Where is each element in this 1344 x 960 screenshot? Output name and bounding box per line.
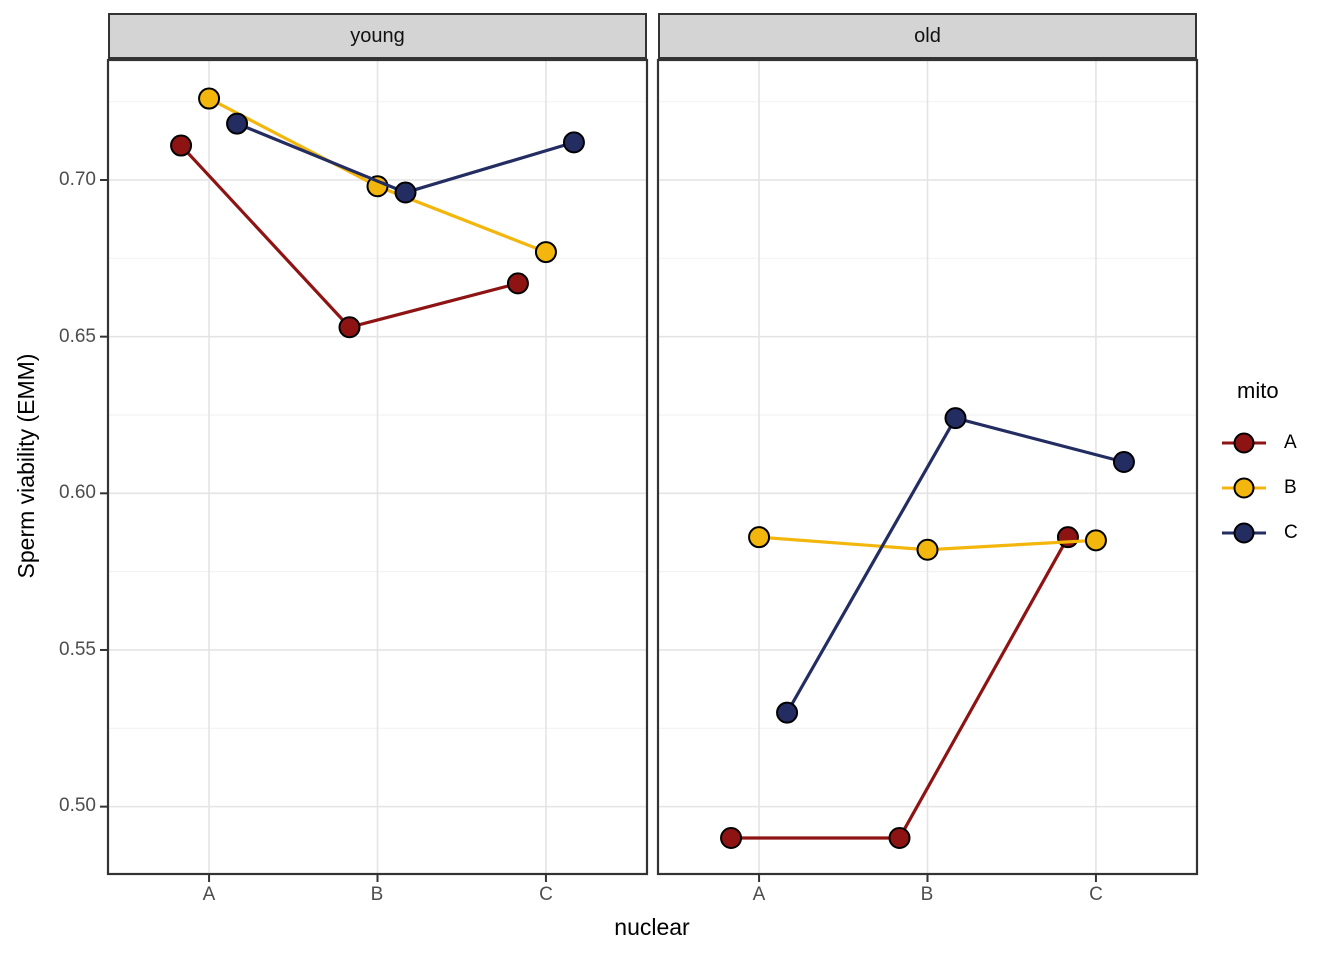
x-tick-label: C xyxy=(1089,884,1103,905)
data-point-c xyxy=(776,701,799,724)
data-point-b xyxy=(748,526,771,549)
facet-strip-young: young xyxy=(108,13,647,59)
x-tick-label: B xyxy=(370,884,384,905)
legend-title: mito xyxy=(1237,378,1279,403)
data-point-a xyxy=(720,826,743,849)
x-axis-title: nuclear xyxy=(614,914,690,940)
y-tick-label: 0.55 xyxy=(59,638,96,660)
legend-entry-label: C xyxy=(1284,522,1298,543)
x-tick-label: C xyxy=(539,884,553,905)
legend-entry: C xyxy=(1222,520,1342,546)
legend-key-b-icon xyxy=(1222,477,1266,499)
data-point-a xyxy=(1056,526,1079,549)
facet-label-old: old xyxy=(914,24,941,47)
legend-key-point xyxy=(1233,432,1255,454)
data-point-c xyxy=(226,112,249,135)
data-point-a xyxy=(338,316,361,339)
x-tick-label: A xyxy=(202,884,216,905)
data-point-c xyxy=(944,407,967,430)
legend-entry: B xyxy=(1222,475,1342,501)
data-point-b xyxy=(1084,529,1107,552)
data-point-c xyxy=(394,181,417,204)
y-tick-label: 0.50 xyxy=(59,795,96,816)
data-point-a xyxy=(888,826,911,849)
data-point-c xyxy=(562,131,585,154)
legend-key-c-icon xyxy=(1222,522,1266,544)
data-point-b xyxy=(916,538,939,561)
legend-entry-label: A xyxy=(1284,432,1297,453)
data-point-a xyxy=(506,272,529,295)
y-tick-label: 0.60 xyxy=(59,482,96,503)
legend-entry-label: B xyxy=(1284,477,1297,498)
y-tick-label: 0.65 xyxy=(59,325,96,347)
y-axis-title: Sperm viability (EMM) xyxy=(13,353,39,579)
x-tick-label: B xyxy=(920,884,934,905)
legend-key-point xyxy=(1233,522,1255,544)
y-tick-label: 0.70 xyxy=(59,169,96,190)
legend: mito A B C xyxy=(1222,372,1342,565)
data-point-b xyxy=(534,241,557,264)
data-point-c xyxy=(1112,450,1135,473)
legend-key-point xyxy=(1233,477,1255,499)
legend-entry: A xyxy=(1222,430,1342,456)
x-tick-label: A xyxy=(752,884,766,905)
data-point-b xyxy=(198,87,221,110)
data-point-a xyxy=(170,134,193,157)
legend-key-a-icon xyxy=(1222,432,1266,454)
facet-label-young: young xyxy=(350,24,405,47)
facet-strip-old: old xyxy=(658,13,1197,59)
